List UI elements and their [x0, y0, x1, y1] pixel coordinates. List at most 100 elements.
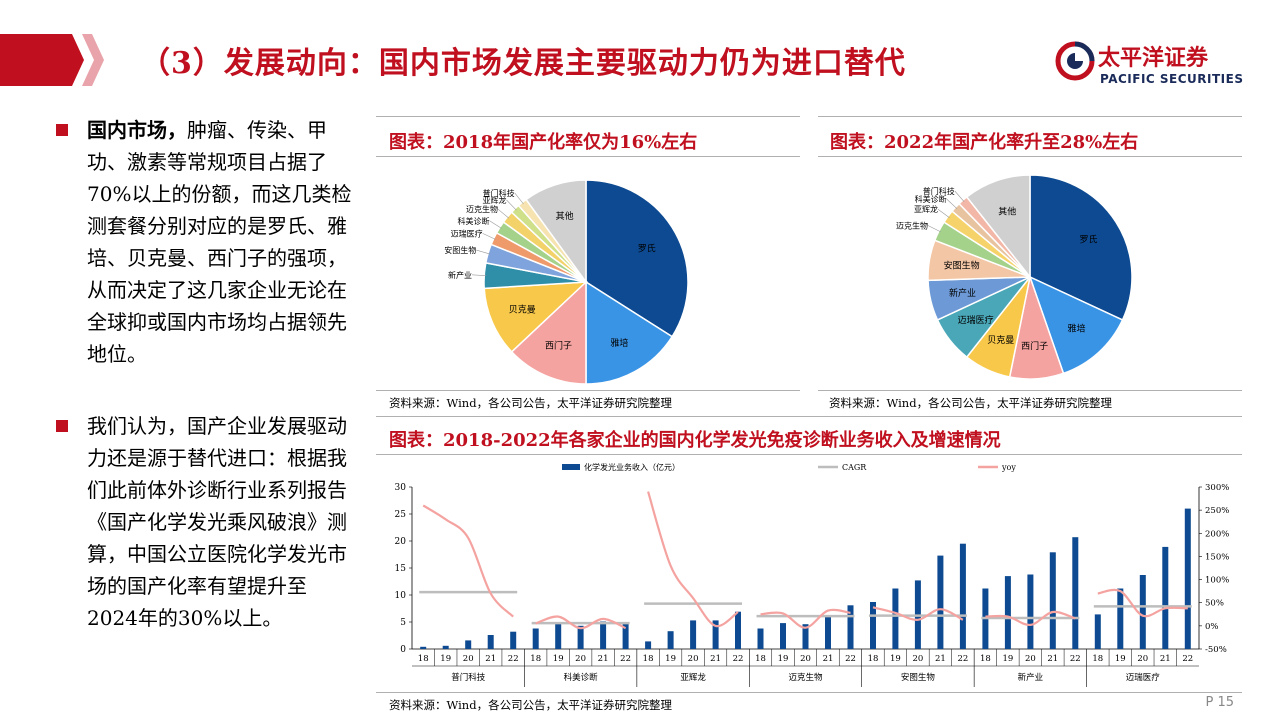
panel-rule — [818, 156, 1242, 157]
bullet-text: 我们认为，国产企业发展驱动力还是源于替代进口：根据我们此前体外诊断行业系列报告《… — [87, 414, 347, 630]
year-label: 21 — [823, 654, 834, 664]
panel-rule — [376, 454, 1242, 455]
revenue-bar — [712, 620, 719, 649]
y-tick-label: 0 — [400, 645, 406, 655]
revenue-bar — [1072, 537, 1079, 649]
panel-rule — [376, 116, 800, 117]
bullet-paragraph-1: 国内市场，肿瘤、传染、甲功、激素等常规项目占据了70%以上的份额，而这几类检测套… — [87, 114, 352, 370]
year-label: 21 — [485, 654, 496, 664]
bar-chart-source: 资料来源：Wind，各公司公告，太平洋证券研究院整理 — [389, 698, 673, 712]
year-label: 18 — [418, 654, 429, 664]
revenue-bar — [487, 635, 494, 649]
pie-label: 贝克曼 — [987, 335, 1014, 346]
year-label: 18 — [1092, 654, 1103, 664]
pie-label: 罗氏 — [638, 244, 656, 255]
year-label: 19 — [665, 654, 676, 664]
year-label: 19 — [1002, 654, 1013, 664]
revenue-bar — [1027, 574, 1034, 649]
pie-label: 西门子 — [1021, 340, 1048, 352]
leader-line — [946, 198, 958, 209]
revenue-bar — [937, 555, 944, 649]
revenue-bar — [577, 625, 584, 649]
year-label: 18 — [868, 654, 879, 664]
company-label: 亚辉龙 — [680, 672, 706, 683]
pie-label: 西门子 — [545, 340, 572, 352]
year-label: 22 — [508, 654, 519, 664]
revenue-bar — [802, 624, 809, 649]
logo-subtitle: PACIFIC SECURITIES — [1100, 72, 1244, 86]
legend-label: 化学发光业务收入（亿元） — [584, 462, 680, 472]
panel-rule — [376, 390, 800, 391]
company-label: 迈克生物 — [788, 672, 823, 683]
year-label: 22 — [620, 654, 631, 664]
revenue-bar — [600, 621, 607, 649]
leader-line — [497, 208, 510, 219]
revenue-bar — [622, 623, 629, 649]
y-right-tick-label: 250% — [1205, 506, 1229, 516]
revenue-bar — [1184, 508, 1191, 649]
pie-label: 新产业 — [949, 287, 976, 299]
yoy-line — [872, 606, 964, 621]
header-arrow-shape — [0, 34, 104, 86]
revenue-bar — [1162, 546, 1169, 649]
panel-rule — [376, 416, 1242, 417]
leader-line — [927, 225, 941, 233]
pie-label: 亚辉龙 — [914, 204, 938, 214]
pie-slice — [965, 174, 1031, 280]
pie-slice — [1029, 174, 1133, 321]
bar-line-chart: 0 5 10 15 20 25 30 -50% 0% 50% 100% 150% 200% 250% 300… — [395, 462, 1229, 687]
company-label: 新产业 — [1018, 672, 1044, 683]
y-right-tick-label: 300% — [1205, 483, 1229, 493]
revenue-bar — [780, 623, 786, 649]
pie-label: 安图生物 — [944, 260, 980, 272]
leader-line — [937, 208, 950, 218]
revenue-bar — [1094, 614, 1101, 649]
y-right-tick-label: 200% — [1205, 529, 1229, 539]
legend-label: CAGR — [842, 463, 867, 472]
year-label: 19 — [1115, 654, 1126, 664]
year-label: 20 — [1025, 654, 1036, 664]
year-label: 20 — [1137, 654, 1148, 664]
yoy-line — [422, 504, 514, 618]
revenue-bar — [1139, 575, 1146, 649]
pie-2022-title: 图表：2022年国产化率升至28%左右 — [830, 132, 1139, 153]
year-label: 22 — [733, 654, 744, 664]
y-right-tick-label: 100% — [1205, 576, 1229, 586]
revenue-bar — [555, 623, 562, 649]
year-label: 22 — [1182, 654, 1193, 664]
year-label: 21 — [1047, 654, 1058, 664]
year-label: 19 — [778, 654, 789, 664]
year-label: 21 — [598, 654, 609, 664]
yoy-line — [535, 615, 627, 630]
y-tick-label: 30 — [395, 483, 407, 493]
year-label: 18 — [755, 654, 766, 664]
pie-slice — [483, 281, 589, 353]
pie-2018-source: 资料来源：Wind，各公司公告，太平洋证券研究院整理 — [389, 396, 673, 410]
revenue-bar — [847, 605, 854, 649]
year-label: 22 — [957, 654, 968, 664]
pie-2018-title: 图表：2018年国产化率仅为16%左右 — [389, 132, 698, 153]
pie-label: 迈瑞医疗 — [958, 314, 994, 326]
pie-label: 迈瑞医疗 — [451, 228, 483, 238]
company-label: 科美诊断 — [564, 672, 599, 683]
pie-label: 其他 — [998, 206, 1016, 218]
pie-label: 普门科技 — [923, 186, 955, 196]
company-label: 迈瑞医疗 — [1126, 672, 1161, 683]
y-right-tick-label: 50% — [1205, 599, 1224, 609]
year-label: 19 — [890, 654, 901, 664]
pie-2022-source: 资料来源：Wind，各公司公告，太平洋证券研究院整理 — [829, 396, 1113, 410]
year-label: 20 — [463, 654, 474, 664]
yoy-line — [760, 608, 851, 629]
revenue-bar — [1004, 576, 1011, 649]
page-title: （3）发展动向：国内市场发展主要驱动力仍为进口替代 — [140, 46, 906, 81]
revenue-bar — [510, 631, 517, 649]
pie-label: 科美诊断 — [458, 216, 490, 226]
year-label: 21 — [935, 654, 946, 664]
panel-rule — [818, 116, 1242, 117]
pie-label: 雅培 — [610, 337, 628, 349]
y-right-tick-label: 0% — [1205, 622, 1219, 632]
year-label: 22 — [845, 654, 856, 664]
year-label: 21 — [710, 654, 721, 664]
year-label: 22 — [1070, 654, 1081, 664]
